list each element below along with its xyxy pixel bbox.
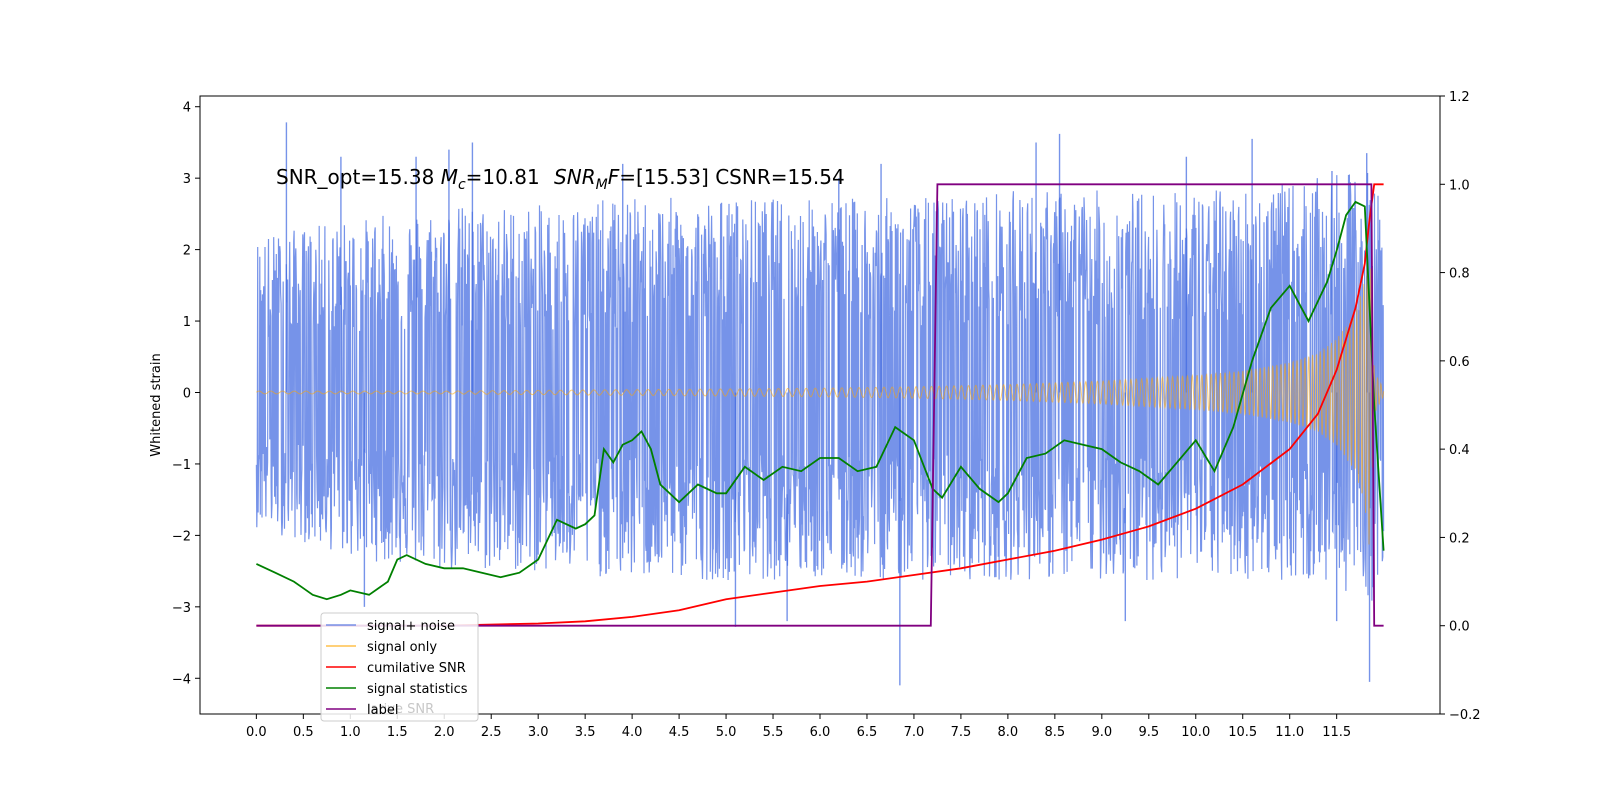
x-tick-label: 0.5	[293, 725, 314, 740]
legend-ghost-text: lative SNR	[367, 702, 434, 717]
y-left-tick-label: 4	[183, 101, 191, 116]
y-right-tick-label: 0.6	[1449, 355, 1470, 370]
y-right-tick-label: 1.0	[1449, 178, 1470, 193]
x-tick-label: 1.5	[387, 725, 408, 740]
x-tick-label: 10.5	[1228, 725, 1257, 740]
y-right-tick-label: 0.0	[1449, 620, 1470, 635]
x-tick-label: 9.5	[1138, 725, 1159, 740]
annotation-text: SNR_opt=15.38 Mc=10.81 SNRMF=[15.53] CSN…	[276, 165, 845, 193]
x-tick-label: 4.0	[622, 725, 643, 740]
legend-label: label	[367, 703, 398, 718]
legend-box	[320, 612, 479, 722]
x-tick-label: 3.0	[528, 725, 549, 740]
y-left-tick-label: −2	[172, 529, 191, 544]
series-label-line	[256, 183, 1384, 627]
y-right-tick-label: −0.2	[1449, 708, 1481, 723]
x-axis: 0.0 0.5 1.0 1.5 2.0 2.5 3.0 3.5 4.0 4.5 5.0 5.5 6.0 6…	[246, 714, 1351, 740]
y-axis-left-label: Whitened strain	[149, 353, 164, 456]
series-signal-noise-line	[255, 172, 1385, 601]
y-right-tick-label: 0.2	[1449, 531, 1470, 546]
x-tick-label: 0.0	[246, 725, 267, 740]
legend-label: signal only	[367, 640, 437, 655]
noise-series	[255, 122, 1385, 686]
x-tick-label: 11.0	[1275, 725, 1304, 740]
signal-series	[256, 255, 1385, 545]
y-axis-right: −0.2 0.0 0.2 0.4 0.6 0.8 1.0 1.2	[1440, 90, 1481, 723]
x-tick-label: 8.5	[1045, 725, 1066, 740]
series-signal-statistics-line	[256, 200, 1385, 601]
y-right-tick-label: 0.4	[1449, 443, 1470, 458]
x-tick-label: 6.5	[857, 725, 878, 740]
y-left-tick-label: −4	[172, 672, 191, 687]
legend-label: cumilative SNR	[367, 661, 466, 676]
x-tick-label: 5.0	[716, 725, 737, 740]
x-tick-label: 2.5	[481, 725, 502, 740]
y-right-tick-label: 0.8	[1449, 267, 1470, 282]
x-tick-label: 3.5	[575, 725, 596, 740]
legend: lative SNR signal+ noise signal only cumil…	[320, 612, 479, 722]
series-cumulative-snr-line	[256, 183, 1384, 627]
x-tick-label: 5.5	[763, 725, 784, 740]
y-left-tick-label: 1	[183, 315, 191, 330]
y-left-tick-label: 2	[183, 244, 191, 259]
y-left-tick-label: 0	[183, 386, 191, 401]
x-tick-label: 2.0	[434, 725, 455, 740]
x-tick-label: 7.5	[951, 725, 972, 740]
y-right-tick-label: 1.2	[1449, 90, 1470, 105]
x-tick-label: 10.0	[1181, 725, 1210, 740]
y-left-tick-label: 3	[183, 172, 191, 187]
x-tick-label: 1.0	[340, 725, 361, 740]
legend-label: signal+ noise	[367, 619, 455, 634]
x-tick-label: 6.0	[810, 725, 831, 740]
y-left-tick-label: −1	[172, 458, 191, 473]
x-tick-label: 7.0	[904, 725, 925, 740]
series-signal-only-line	[256, 255, 1385, 545]
x-tick-label: 9.0	[1091, 725, 1112, 740]
legend-label: signal statistics	[367, 682, 468, 697]
line-series	[256, 183, 1385, 627]
x-tick-label: 4.5	[669, 725, 690, 740]
x-tick-label: 8.0	[998, 725, 1019, 740]
x-tick-label: 11.5	[1322, 725, 1351, 740]
y-axis-left: −4 −3 −2 −1 0 1 2 3 4	[172, 101, 200, 687]
y-left-tick-label: −3	[172, 601, 191, 616]
